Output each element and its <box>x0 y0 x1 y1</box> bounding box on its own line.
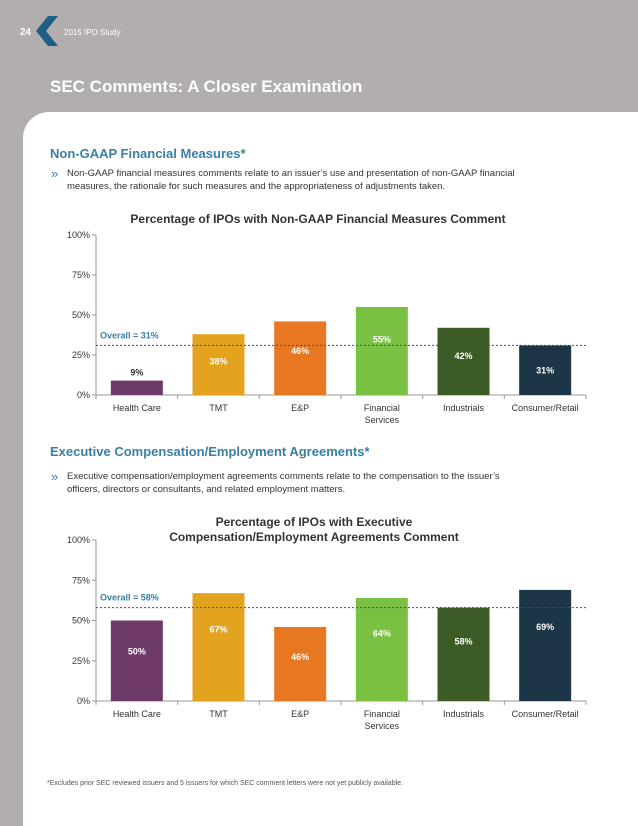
content-panel <box>23 112 638 826</box>
section-description-non-gaap: Non-GAAP financial measures comments rel… <box>67 167 567 193</box>
top-bar: 24 2015 IPO Study <box>0 0 638 62</box>
bar-value-label: 55% <box>373 335 391 345</box>
x-category-label: TMT <box>209 403 228 413</box>
page-title: SEC Comments: A Closer Examination <box>50 77 363 96</box>
overall-label: Overall = 31% <box>100 330 159 340</box>
y-tick-label: 75% <box>72 575 90 585</box>
description-line: Non-GAAP financial measures comments rel… <box>67 168 515 179</box>
bar-value-label: 58% <box>454 636 472 646</box>
section-title-exec-comp: Executive Compensation/Employment Agreem… <box>50 444 370 459</box>
bar-1 <box>192 593 245 701</box>
bar-value-label: 42% <box>454 351 472 361</box>
y-tick-label: 0% <box>77 696 90 706</box>
y-tick-label: 50% <box>72 310 90 320</box>
x-category-label: Health Care <box>113 709 161 719</box>
x-category-label: Consumer/Retail <box>512 403 579 413</box>
bar-0 <box>110 380 163 395</box>
chevron-left-icon <box>36 16 58 46</box>
x-category-label: Services <box>365 415 400 425</box>
y-tick-label: 0% <box>77 390 90 400</box>
chart-title: Percentage of IPOs with Executive <box>216 515 413 529</box>
bar-5 <box>519 345 572 395</box>
bar-3 <box>355 307 408 395</box>
x-category-label: Industrials <box>443 403 485 413</box>
bar-5 <box>519 589 572 701</box>
y-tick-label: 50% <box>72 616 90 626</box>
section-title-non-gaap: Non-GAAP Financial Measures* <box>50 146 246 161</box>
footnote: *Excludes prior SEC reviewed issuers and… <box>47 780 403 787</box>
bar-0 <box>110 620 163 701</box>
overall-label: Overall = 58% <box>100 593 159 603</box>
y-tick-label: 100% <box>67 535 90 545</box>
x-category-label: TMT <box>209 709 228 719</box>
bar-value-label: 69% <box>536 622 554 632</box>
description-line: measures, the rationale for such measure… <box>67 181 446 192</box>
bar-value-label: 9% <box>130 368 143 378</box>
bar-2 <box>274 321 327 395</box>
x-category-label: Health Care <box>113 403 161 413</box>
section-description-exec-comp: Executive compensation/employment agreem… <box>67 470 567 496</box>
bullet-chevron-icon: » <box>51 166 59 181</box>
bar-value-label: 46% <box>291 346 309 356</box>
bullet-chevron-icon: » <box>51 469 59 484</box>
y-tick-label: 100% <box>67 230 90 240</box>
description-line: officers, directors or consultants, and … <box>67 484 346 495</box>
bar-value-label: 38% <box>209 356 227 366</box>
bar-4 <box>437 327 490 395</box>
x-category-label: Services <box>365 721 400 731</box>
bar-4 <box>437 607 490 701</box>
chart-title: Percentage of IPOs with Non-GAAP Financi… <box>130 212 505 226</box>
y-tick-label: 75% <box>72 270 90 280</box>
x-category-label: Financial <box>364 709 400 719</box>
x-category-label: Financial <box>364 403 400 413</box>
bar-3 <box>355 597 408 701</box>
bar-value-label: 64% <box>373 629 391 639</box>
page-number: 24 <box>20 27 32 38</box>
bar-value-label: 46% <box>291 652 309 662</box>
bar-value-label: 31% <box>536 365 554 375</box>
y-tick-label: 25% <box>72 656 90 666</box>
x-category-label: Industrials <box>443 709 485 719</box>
bar-1 <box>192 334 245 395</box>
x-category-label: E&P <box>291 403 309 413</box>
y-tick-label: 25% <box>72 350 90 360</box>
description-line: Executive compensation/employment agreem… <box>67 471 500 482</box>
chart-title: Compensation/Employment Agreements Comme… <box>169 530 459 544</box>
bar-2 <box>274 626 327 701</box>
x-category-label: Consumer/Retail <box>512 709 579 719</box>
study-label: 2015 IPO Study <box>64 28 121 37</box>
bar-value-label: 50% <box>128 647 146 657</box>
x-category-label: E&P <box>291 709 309 719</box>
bar-value-label: 67% <box>209 625 227 635</box>
